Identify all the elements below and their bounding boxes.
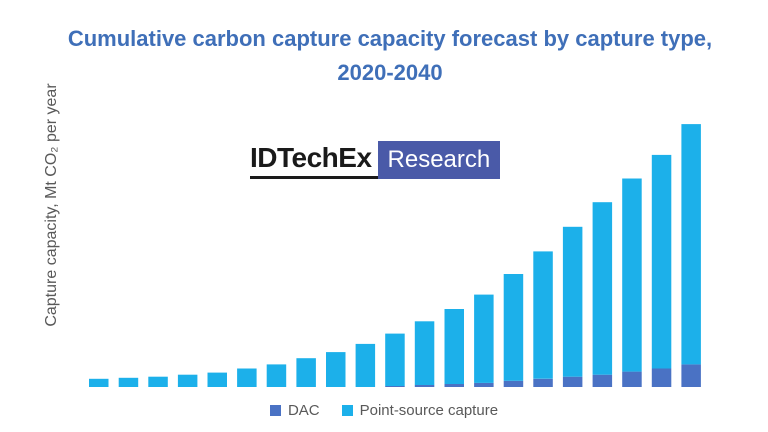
bar-point-source-2034 xyxy=(503,274,524,381)
bar-point-source-2029 xyxy=(355,343,376,387)
legend-label-dac: DAC xyxy=(287,402,320,419)
bar-dac-2036 xyxy=(562,376,583,387)
bar-point-source-2035 xyxy=(533,251,553,379)
legend-swatch-point-source xyxy=(341,405,353,416)
bar-point-source-2021 xyxy=(118,377,139,387)
bar-point-source-2031 xyxy=(414,321,435,385)
legend-label-point-source: Point-source capture xyxy=(359,402,499,419)
bar-dac-2040 xyxy=(681,364,701,387)
bar-point-source-2036 xyxy=(562,226,583,377)
bar-point-source-2025 xyxy=(237,368,257,387)
chart-title: Cumulative carbon capture capacity forec… xyxy=(67,26,713,85)
bars-group xyxy=(89,124,701,387)
bar-point-source-2037 xyxy=(592,202,613,375)
bar-dac-2039 xyxy=(651,368,672,387)
bar-dac-2034 xyxy=(503,380,524,387)
bar-dac-2033 xyxy=(474,382,494,387)
bar-point-source-2026 xyxy=(266,364,287,387)
bar-point-source-2040 xyxy=(681,124,701,365)
bar-point-source-2038 xyxy=(622,178,642,372)
bar-dac-2031 xyxy=(414,384,435,387)
legend-item-point-source: Point-source capture xyxy=(341,402,499,419)
bar-point-source-2032 xyxy=(444,309,464,384)
bar-dac-2038 xyxy=(622,371,642,387)
bar-point-source-2024 xyxy=(207,372,227,387)
idtechex-logo: IDTechEx Research xyxy=(250,141,501,179)
bar-dac-2035 xyxy=(533,378,553,387)
bar-dac-2032 xyxy=(444,383,464,387)
legend-item-dac: DAC xyxy=(269,402,320,419)
bar-point-source-2030 xyxy=(385,333,405,386)
bar-point-source-2039 xyxy=(651,154,672,369)
bar-point-source-2022 xyxy=(148,376,168,387)
legend: DAC Point-source capture xyxy=(0,402,768,419)
bar-point-source-2033 xyxy=(474,294,494,383)
bar-point-source-2028 xyxy=(326,352,346,387)
legend-swatch-dac xyxy=(269,405,281,416)
logo-main-text: IDTechEx xyxy=(250,141,378,179)
bar-point-source-2023 xyxy=(177,374,198,387)
logo-box-text: Research xyxy=(377,141,501,179)
bar-dac-2037 xyxy=(592,374,613,387)
bar-point-source-2027 xyxy=(296,358,316,387)
bar-point-source-2020 xyxy=(89,378,109,387)
bar-dac-2030 xyxy=(385,386,405,387)
